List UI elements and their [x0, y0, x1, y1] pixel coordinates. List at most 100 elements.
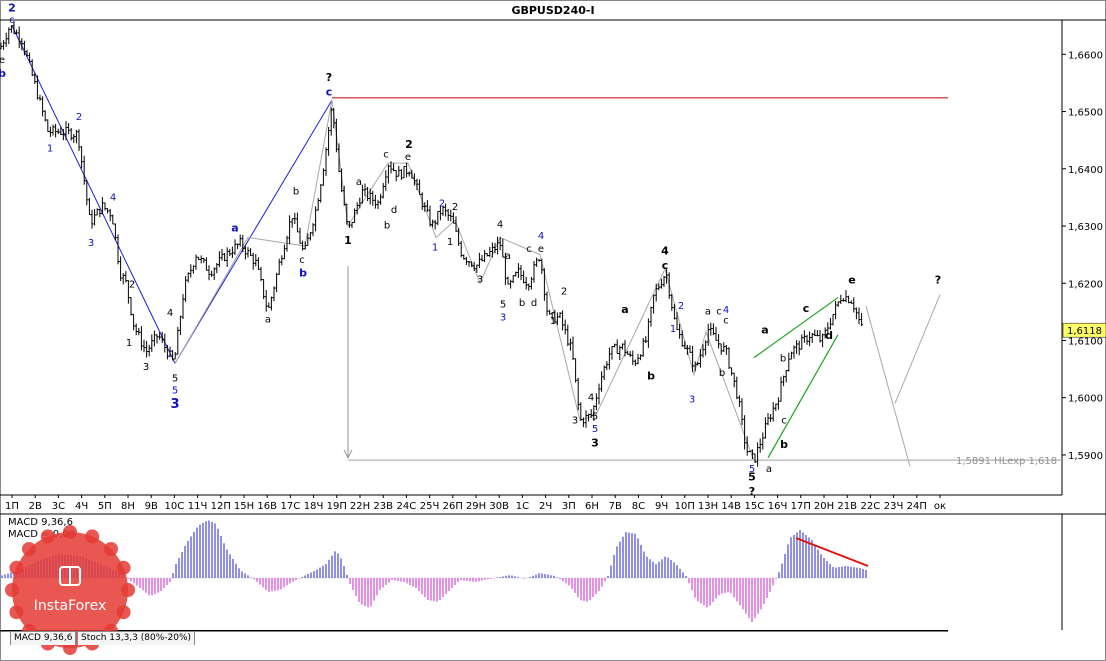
- x-tick-label: 15С: [745, 501, 765, 512]
- wave-label: 1: [550, 316, 556, 327]
- wave-label: 1: [670, 324, 676, 335]
- target-arrow-head: [343, 449, 353, 459]
- x-tick-label: 1С: [516, 501, 529, 512]
- x-tick-label: 26П: [443, 501, 463, 512]
- instaforex-logo: InstaForex: [5, 525, 135, 655]
- wave-label: b: [0, 67, 6, 80]
- tab-macd[interactable]: MACD 9,36,6: [10, 631, 77, 645]
- wave-label: b: [519, 298, 525, 309]
- x-tick-label: 19П: [327, 501, 347, 512]
- wave-label: a: [356, 177, 362, 188]
- wave-label: b: [780, 354, 786, 365]
- support-label: 1,5891 HLexp 1,618: [956, 456, 1057, 467]
- wave-label: 5: [592, 424, 598, 435]
- wave-label: c: [526, 244, 532, 255]
- wave-line-gray: [865, 306, 911, 467]
- wave-label: b: [780, 438, 788, 451]
- chart-title: GBPUSD240-I: [511, 4, 594, 17]
- wave-label: b: [299, 266, 307, 279]
- wave-label: 3: [477, 275, 483, 286]
- wave-label: 5: [500, 299, 506, 310]
- wave-label: ?: [749, 485, 755, 498]
- wave-label: 2: [8, 1, 16, 14]
- wave-label: ?: [326, 71, 332, 84]
- logo-scallop: [85, 529, 100, 544]
- logo-scallop: [9, 560, 24, 575]
- x-tick-label: 24П: [907, 501, 927, 512]
- wave-label: d: [391, 205, 397, 216]
- x-tick-label: 18Ч: [304, 501, 324, 512]
- wave-label: 4: [723, 305, 729, 316]
- wave-label: a: [265, 315, 271, 326]
- x-tick-label: 29Н: [466, 501, 486, 512]
- wave-label: c: [299, 255, 305, 266]
- wave-label: a: [761, 324, 768, 337]
- x-tick-label: 20Н: [814, 501, 834, 512]
- x-tick-label: 17П: [791, 501, 811, 512]
- macd-title: MACD 9,36,6: [8, 517, 73, 528]
- y-tick-label: 1,6600: [1068, 50, 1103, 61]
- y-tick-label: 1,6500: [1068, 108, 1103, 119]
- y-tick-label: 1,6300: [1068, 222, 1103, 233]
- wave-label: 4: [538, 231, 544, 242]
- logo-scallop: [121, 583, 135, 597]
- x-tick-label: 16Ч: [768, 501, 788, 512]
- x-tick-label: 10П: [675, 501, 695, 512]
- logo-scallop: [21, 541, 36, 556]
- wave-label: b: [647, 369, 655, 382]
- wave-label: 4: [661, 245, 669, 258]
- wave-label: c: [723, 315, 729, 326]
- wave-label: b: [293, 187, 299, 198]
- x-tick-label: 5П: [98, 501, 112, 512]
- wave-label: 5: [172, 374, 178, 385]
- logo-scallop: [5, 583, 19, 597]
- x-tick-label: 16В: [257, 501, 277, 512]
- wave-label: 5: [172, 386, 178, 397]
- wave-label: 4: [110, 192, 116, 203]
- wave-label: a: [705, 307, 711, 318]
- wave-label: e: [405, 152, 411, 163]
- wave-label: 4: [588, 393, 594, 404]
- tab-stoch[interactable]: Stoch 13,3,3 (80%-20%): [77, 631, 196, 645]
- wave-label: c: [326, 86, 333, 99]
- logo-scallop: [9, 605, 24, 620]
- wave-label: 3: [572, 415, 578, 426]
- wave-label: 2: [678, 301, 684, 312]
- wave-label: c: [383, 149, 389, 160]
- wave-label: a: [621, 303, 628, 316]
- x-tick-label: 13Н: [698, 501, 718, 512]
- x-tick-label: 24С: [397, 501, 417, 512]
- x-tick-label: 14В: [721, 501, 741, 512]
- wave-label: e: [538, 244, 544, 255]
- wave-line-blue: [174, 99, 333, 364]
- channel-line-green: [767, 334, 839, 459]
- wave-label: 4: [167, 308, 173, 319]
- wave-label: 3: [500, 312, 506, 323]
- wave-label: 5: [592, 411, 598, 422]
- wave-label: 5: [748, 471, 756, 484]
- x-tick-label: 10С: [165, 501, 185, 512]
- wave-label: ?: [935, 273, 941, 286]
- x-tick-label: 7В: [609, 501, 622, 512]
- x-tick-label: ок: [934, 501, 946, 512]
- wave-label: 5: [749, 464, 755, 475]
- logo-text: InstaForex: [34, 598, 107, 614]
- x-tick-label: 11Ч: [188, 501, 208, 512]
- wave-label: 3: [143, 362, 149, 373]
- wave-label: a: [231, 222, 238, 235]
- current-price-box: [1062, 322, 1106, 338]
- wave-line-blue: [11, 25, 176, 364]
- x-tick-label: 23Ч: [884, 501, 904, 512]
- y-tick-label: 1,6100: [1068, 336, 1103, 347]
- wave-label: a: [505, 251, 511, 262]
- x-tick-label: 8С: [632, 501, 645, 512]
- y-tick-label: 1,6400: [1068, 165, 1103, 176]
- x-tick-label: 15Н: [234, 501, 254, 512]
- wave-label: c: [716, 307, 722, 318]
- x-tick-label: 22Н: [350, 501, 370, 512]
- x-tick-label: 3П: [562, 501, 576, 512]
- wave-label: e: [848, 273, 855, 286]
- logo-circle: [12, 532, 128, 648]
- wave-label: d: [531, 298, 537, 309]
